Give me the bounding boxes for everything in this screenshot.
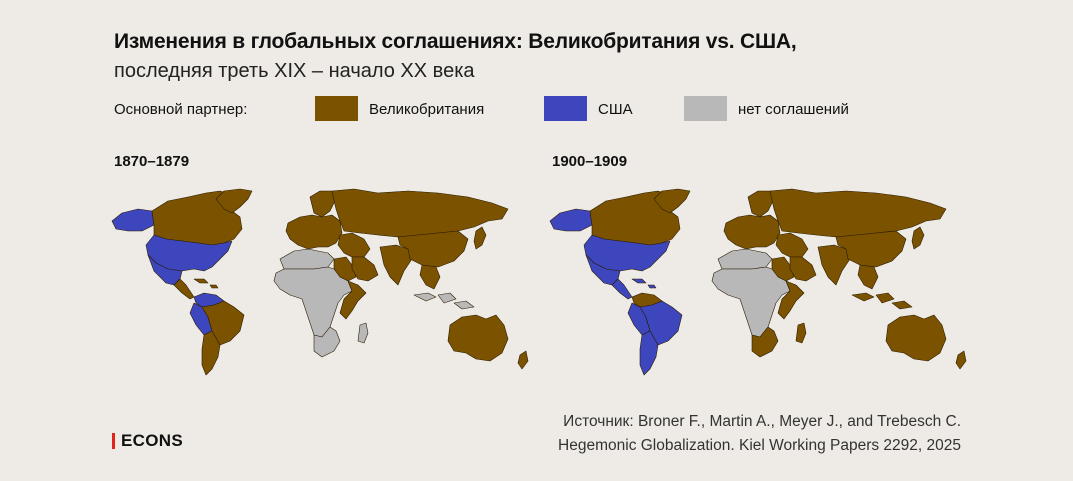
region-scandinavia [747,190,775,218]
region-indonesia [413,292,475,310]
region-middle-east [337,232,371,258]
region-japan [473,226,487,250]
region-indonesia [851,292,913,310]
source-note: Источник: Broner F., Martin A., Meyer J.… [558,410,961,458]
region-south-africa [751,326,779,358]
region-central-america [611,278,633,300]
region-new-zealand [517,350,529,370]
chart-subtitle: последняя треть XIX – начало XX века [114,60,475,82]
region-sa-south [201,330,221,376]
region-east-africa [339,280,367,320]
region-europe [285,214,343,250]
region-caribbean [193,278,219,289]
region-alaska [111,208,155,232]
region-india [817,244,851,286]
region-sa-south [639,330,659,376]
region-north-africa [279,248,335,270]
logo-text: ECONS [121,431,183,450]
region-caribbean [631,278,657,289]
legend: Основной партнер: Великобритания США нет… [114,96,914,124]
map-period-2: 1900–1909 [552,153,628,170]
region-africa [711,266,791,338]
region-japan [911,226,925,250]
region-australia [885,314,947,362]
region-scandinavia [309,190,337,218]
legend-swatch-none [684,96,727,121]
legend-item-none: нет соглашений [738,101,849,118]
chart-title: Изменения в глобальных соглашениях: Вели… [114,30,797,53]
region-russia [769,188,947,238]
region-australia [447,314,509,362]
region-arabia [351,256,379,282]
region-china [835,230,907,268]
logo-bar-icon [112,433,115,449]
region-india [379,244,413,286]
region-arabia [789,256,817,282]
region-russia [331,188,509,238]
map-period-1: 1870–1879 [114,153,190,170]
region-se-asia [419,264,441,290]
world-map-1900-1909 [549,188,967,376]
region-greenland [653,188,691,214]
source-line-1: Источник: Broner F., Martin A., Meyer J.… [563,413,961,430]
region-middle-east [775,232,809,258]
source-line-2: Hegemonic Globalization. Kiel Working Pa… [558,437,961,454]
region-east-africa [777,280,805,320]
region-north-africa [717,248,773,270]
region-madagascar [357,322,369,344]
legend-item-usa: США [598,101,633,118]
legend-item-uk: Великобритания [369,101,485,118]
region-greenland [215,188,253,214]
region-south-america [201,300,245,346]
region-madagascar [795,322,807,344]
region-se-asia [857,264,879,290]
region-africa [273,266,353,338]
region-europe [723,214,781,250]
econs-logo: ECONS [112,431,183,451]
legend-label: Основной партнер: [114,101,248,118]
region-south-africa [313,326,341,358]
region-china [397,230,469,268]
legend-swatch-usa [544,96,587,121]
region-alaska [549,208,593,232]
region-central-america [173,278,195,300]
world-map-1870-1879 [111,188,529,376]
region-south-america [639,300,683,346]
region-new-zealand [955,350,967,370]
legend-swatch-uk [315,96,358,121]
